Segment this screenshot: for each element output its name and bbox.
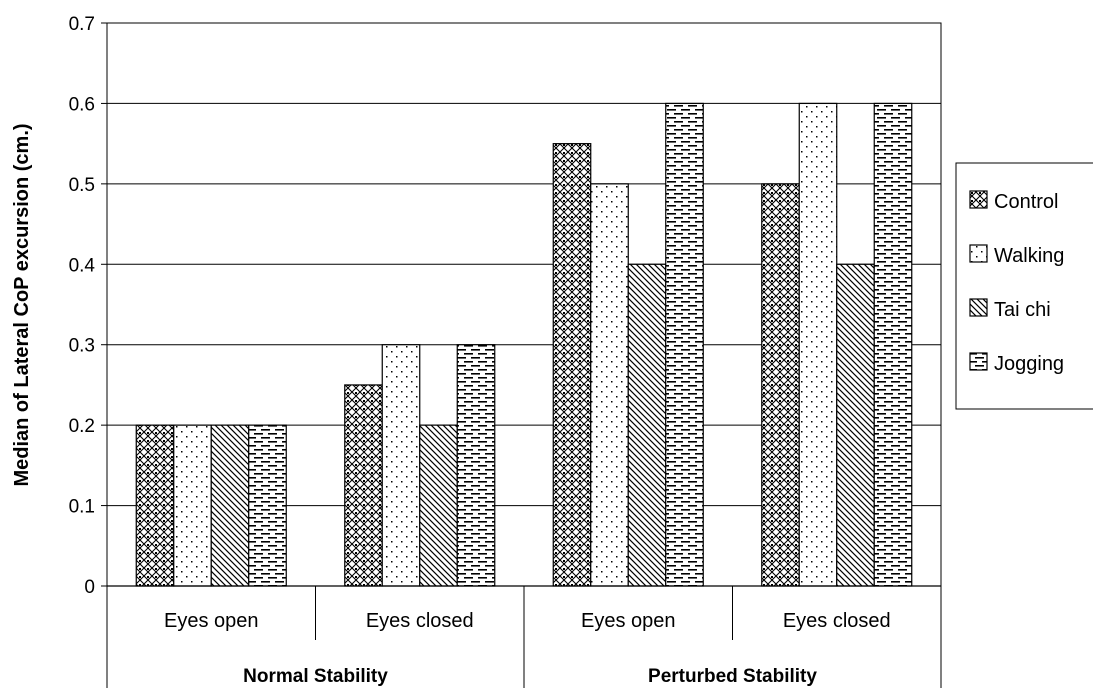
bar-tai-chi [210,424,250,587]
bar-control [552,143,592,587]
axes: 0 0.1 0.2 0.3 0.4 0.5 0.6 0.7 Eyes open Eyes clos… [69,14,942,688]
legend-label: Tai chi [994,299,1051,321]
legend-swatch [969,352,988,371]
y-tick-label: 0.7 [69,14,95,35]
bar-jogging [665,102,704,587]
category-label: Eyes closed [783,610,891,632]
group-label: Normal Stability [243,666,388,687]
category-label: Eyes open [581,610,676,632]
bar-tai-chi [836,263,875,587]
legend-swatch [969,298,988,317]
bar-tai-chi [627,263,667,587]
category-label: Eyes open [164,610,259,632]
y-tick-label: 0.1 [69,497,95,518]
group-label: Perturbed Stability [648,666,817,687]
bar-tai-chi [419,424,458,587]
bar-walking [381,344,421,587]
bar-control [761,183,800,587]
bar-jogging [248,424,287,587]
y-tick-label: 0.3 [69,336,95,357]
bar-walking [173,424,212,587]
bar-control [135,424,175,587]
y-tick-label: 0.4 [69,255,96,276]
y-axis-label: Median of Lateral CoP excursion (cm.) [11,123,33,486]
y-tick-label: 0.2 [69,416,95,437]
legend-swatch [969,244,988,263]
bar-walking [590,183,629,587]
category-label: Eyes closed [366,610,474,632]
y-tick-label: 0 [84,577,95,598]
legend-swatch [969,190,988,209]
y-tick-label: 0.5 [69,175,95,196]
legend: Control Walking Tai chi Jogging [955,162,1093,410]
legend-label: Control [994,191,1058,213]
bar-jogging [873,102,913,587]
bar-control [344,384,383,587]
bar-walking [798,102,838,587]
legend-label: Walking [994,245,1064,267]
legend-label: Jogging [994,353,1064,375]
y-tick-label: 0.6 [69,94,95,115]
bars [135,102,913,587]
bar-jogging [456,344,496,587]
